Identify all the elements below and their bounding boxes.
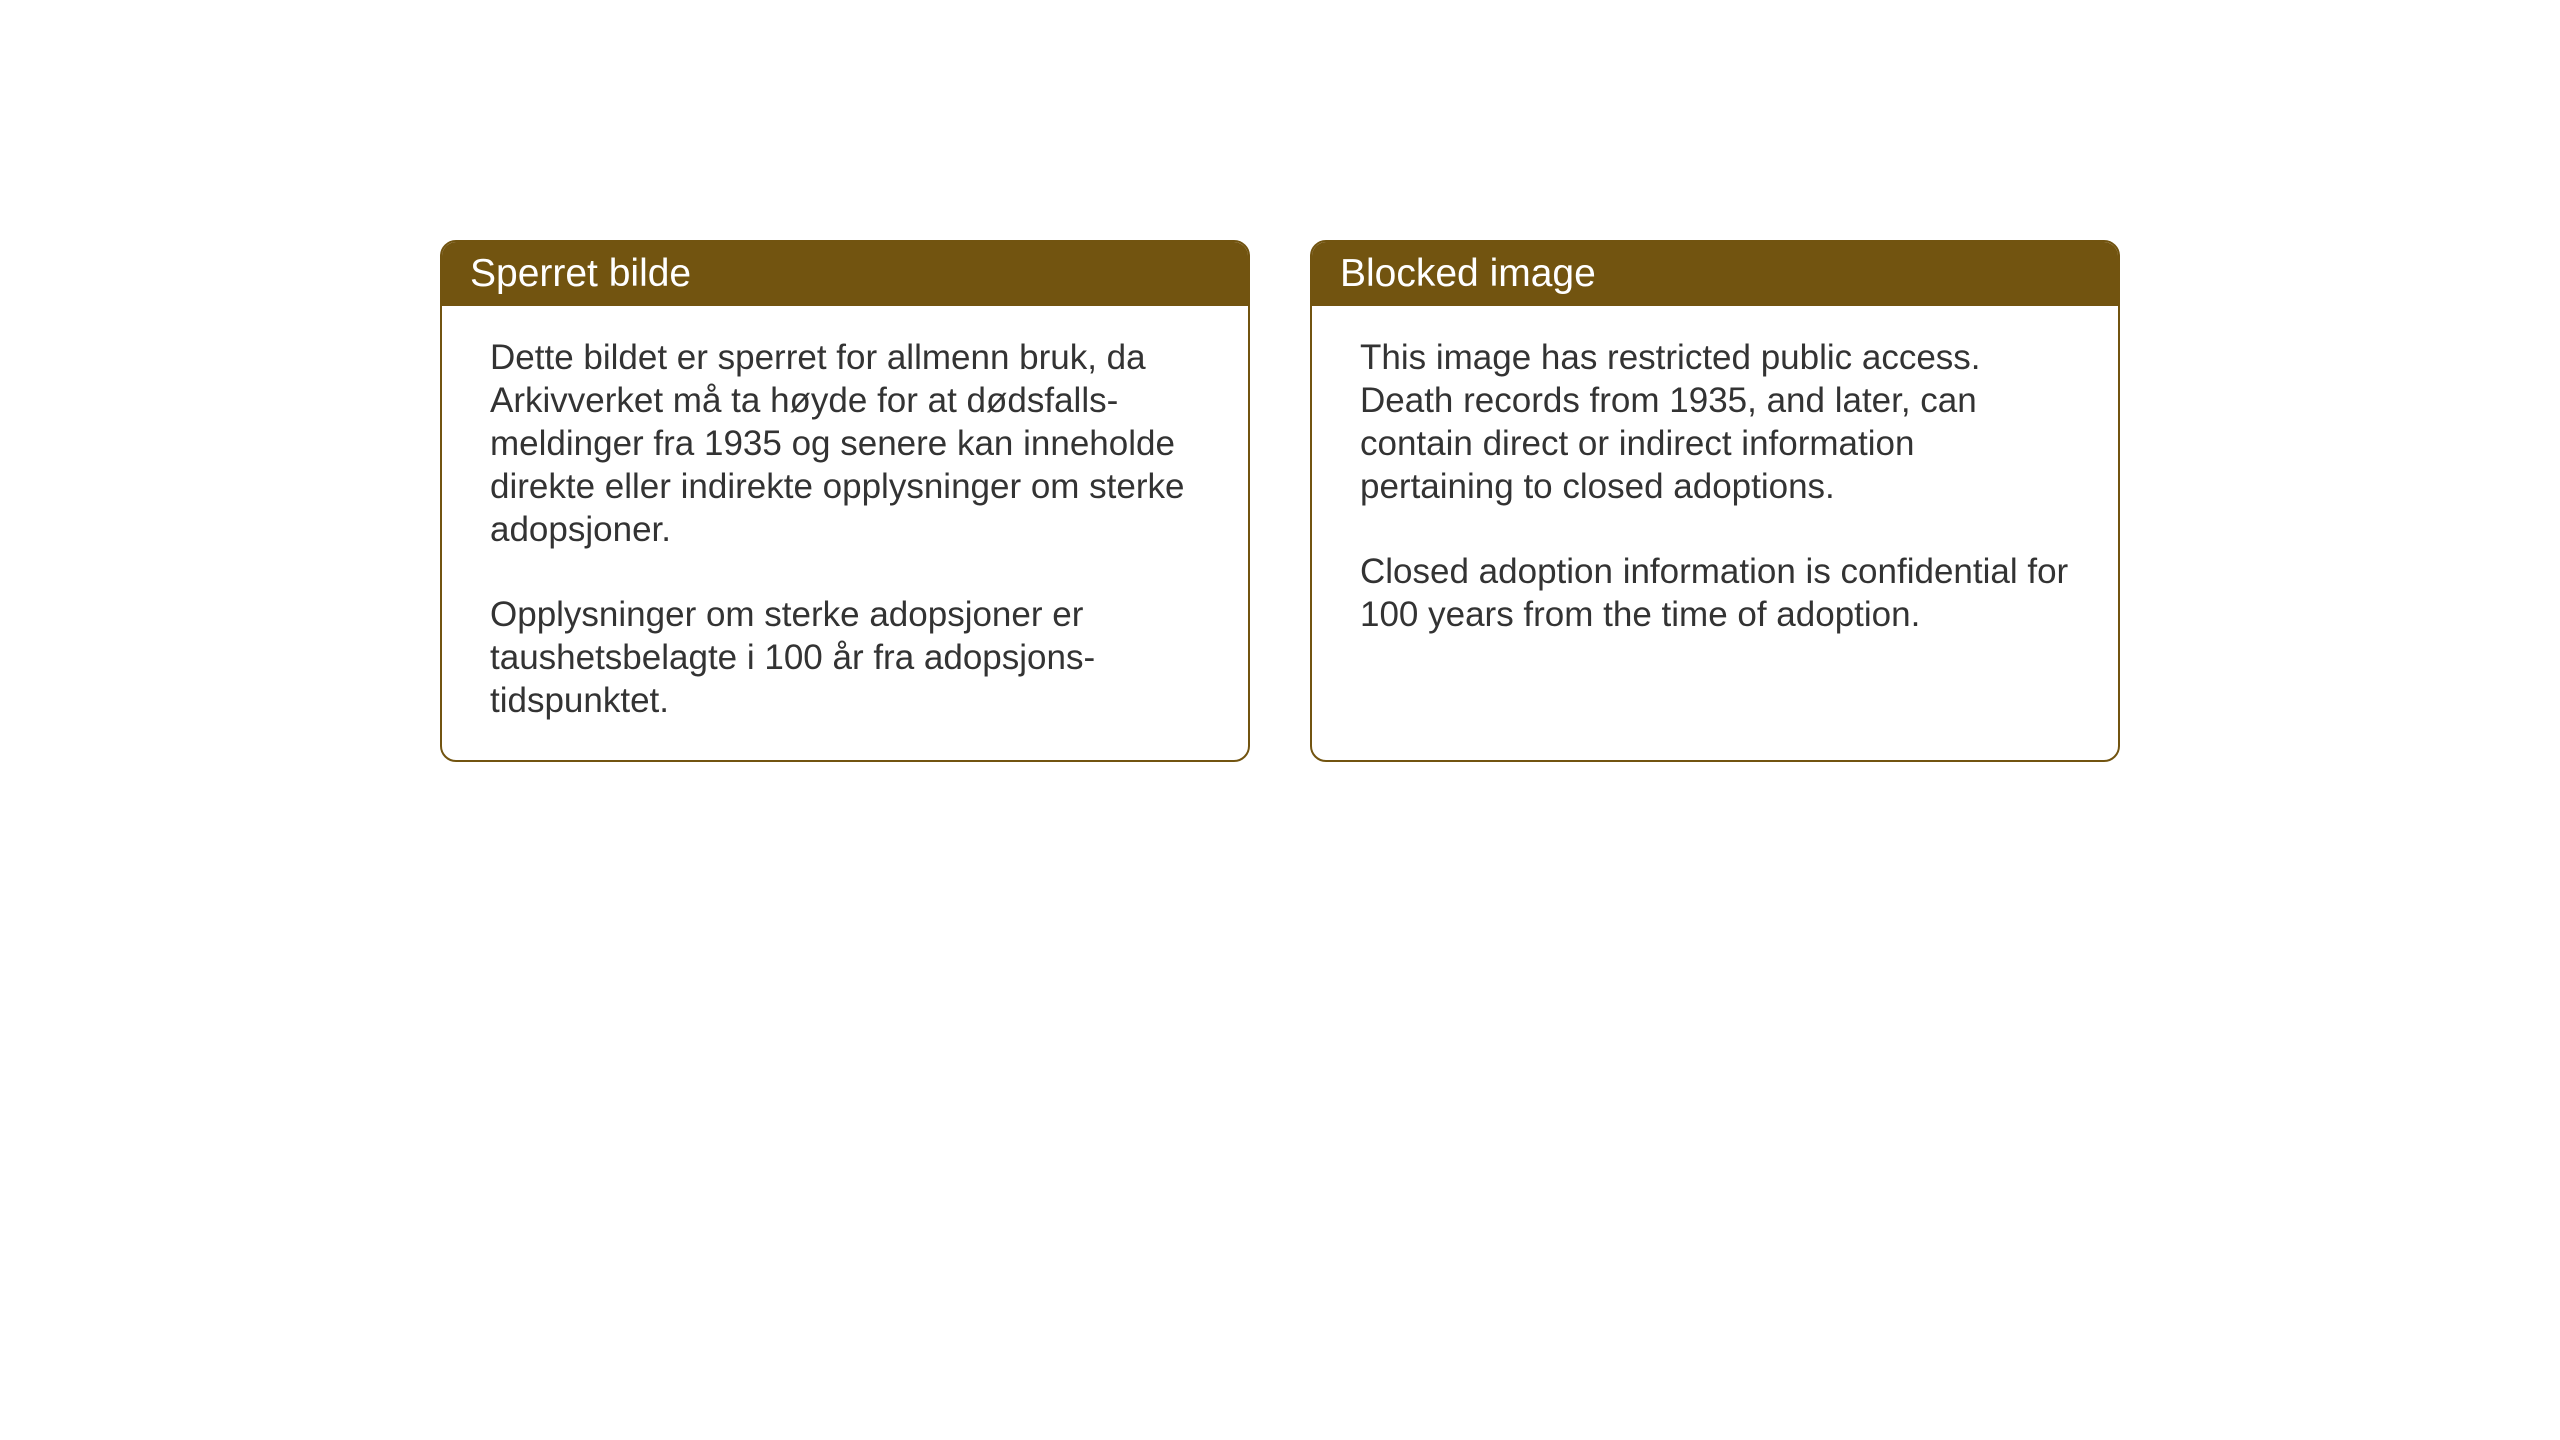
card-paragraph-english-1: This image has restricted public access.… <box>1360 336 2070 508</box>
card-body-norwegian: Dette bildet er sperret for allmenn bruk… <box>442 306 1248 760</box>
notice-card-english: Blocked image This image has restricted … <box>1310 240 2120 762</box>
card-header-english: Blocked image <box>1312 242 2118 306</box>
card-title-english: Blocked image <box>1340 252 1596 295</box>
card-paragraph-norwegian-1: Dette bildet er sperret for allmenn bruk… <box>490 336 1200 551</box>
card-paragraph-norwegian-2: Opplysninger om sterke adopsjoner er tau… <box>490 593 1200 722</box>
card-body-english: This image has restricted public access.… <box>1312 306 2118 674</box>
card-paragraph-english-2: Closed adoption information is confident… <box>1360 550 2070 636</box>
notice-card-norwegian: Sperret bilde Dette bildet er sperret fo… <box>440 240 1250 762</box>
card-title-norwegian: Sperret bilde <box>470 252 691 295</box>
card-header-norwegian: Sperret bilde <box>442 242 1248 306</box>
notice-container: Sperret bilde Dette bildet er sperret fo… <box>440 240 2120 762</box>
